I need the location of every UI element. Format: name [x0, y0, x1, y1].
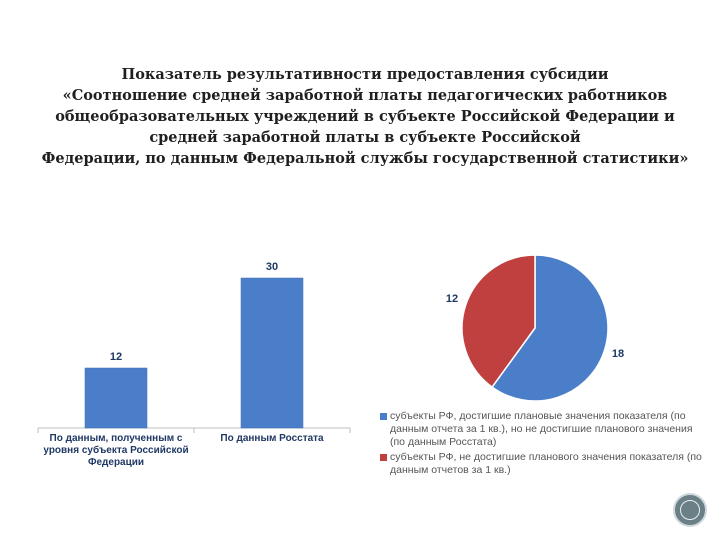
x-tick-label: уровня субъекта Российской — [43, 444, 188, 456]
pie-value-label: 12 — [446, 293, 458, 305]
slide-title: Показатель результативности предоставлен… — [40, 64, 690, 169]
legend-swatch-blue — [380, 413, 387, 420]
bar-value-label: 30 — [266, 261, 278, 273]
pie-slice-1 — [461, 254, 536, 389]
pie-legend: субъекты РФ, достигшие плановые значения… — [380, 410, 710, 479]
title-line: Федерации, по данным Федеральной службы … — [41, 150, 689, 167]
navigation-button[interactable] — [673, 493, 707, 527]
legend-label: субъекты РФ, достигшие плановые значения… — [390, 410, 693, 448]
circle-icon — [680, 500, 700, 520]
x-tick-label: По данным, полученным с — [50, 433, 183, 444]
title-line: общеобразовательных учреждений в субъект… — [55, 108, 675, 125]
legend-swatch-red — [380, 454, 387, 461]
bar-0 — [84, 367, 148, 429]
legend-label: субъекты РФ, не достигшие планового знач… — [390, 451, 702, 476]
bar-1 — [240, 277, 304, 429]
title-line: Показатель результативности предоставлен… — [121, 66, 609, 83]
legend-item-achieved: субъекты РФ, достигшие плановые значения… — [380, 410, 710, 449]
title-line: средней заработной платы в субъекте Росс… — [149, 129, 581, 146]
pie-value-label: 18 — [612, 348, 624, 360]
legend-item-not-achieved: субъекты РФ, не достигшие планового знач… — [380, 451, 710, 477]
pie-slice-0 — [491, 254, 609, 402]
bar-value-label: 12 — [110, 351, 122, 363]
x-tick-label: Федерации — [88, 457, 144, 468]
title-line: «Соотношение средней заработной платы пе… — [62, 87, 668, 104]
x-tick-label: По данным Росстата — [220, 433, 324, 444]
